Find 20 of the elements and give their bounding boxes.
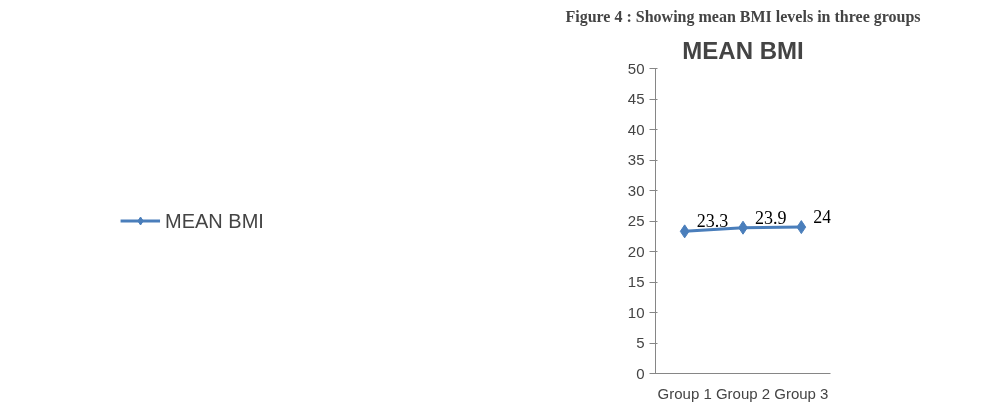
y-tick-label: 10 <box>627 303 645 321</box>
legend-label: MEAN BMI <box>165 209 264 232</box>
y-tick-label: 40 <box>627 120 645 138</box>
caption: Figure 4 : Showing mean BMI levels in three groups <box>565 7 921 26</box>
y-tick-label: 0 <box>636 364 645 382</box>
chart-title: MEAN BMI <box>682 36 804 64</box>
y-tick-label: 30 <box>627 181 645 199</box>
x-tick-label: Group 1 <box>657 384 712 402</box>
y-tick-label: 5 <box>636 334 645 351</box>
y-tick-label: 15 <box>627 273 645 290</box>
x-tick-label: Group 2 <box>715 384 771 402</box>
y-tick-label: 50 <box>627 59 645 77</box>
x-tick-label: Group 3 <box>774 384 829 402</box>
data-label: 24 <box>813 207 832 228</box>
y-tick-label: 20 <box>627 242 645 260</box>
data-label: 23.3 <box>696 211 729 232</box>
y-tick-label: 25 <box>627 212 645 229</box>
y-tick-label: 35 <box>627 151 645 168</box>
y-tick-label: 45 <box>627 90 645 107</box>
data-label: 23.9 <box>755 207 787 228</box>
